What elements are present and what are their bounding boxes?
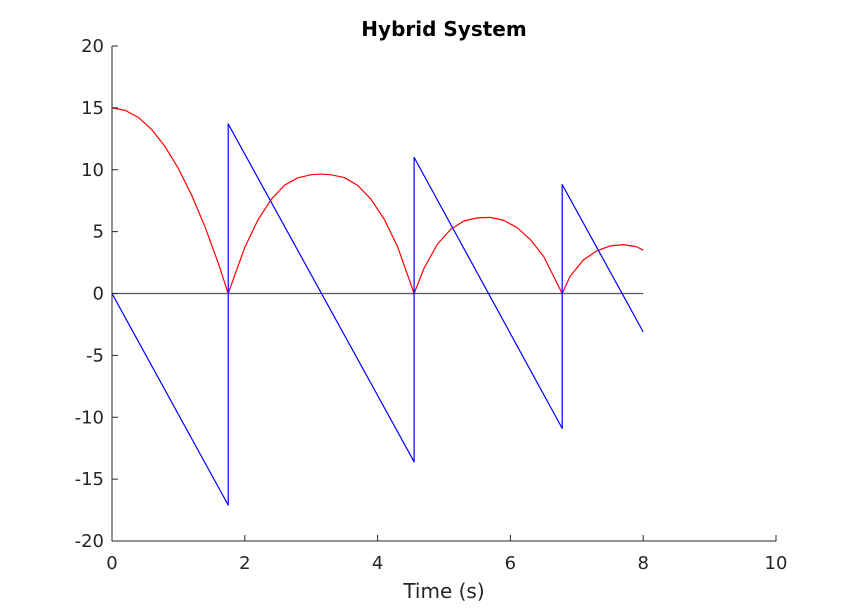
chart-title: Hybrid System — [361, 17, 526, 41]
velocity-series-line — [111, 123, 644, 506]
y-tick-label: 0 — [93, 284, 104, 305]
x-axis-title: Time (s) — [402, 579, 484, 603]
x-tick-label: 6 — [505, 553, 516, 574]
plot-area: 0 2 4 6 8 10 -20 -15 -10 -5 0 5 10 15 20 — [75, 36, 788, 574]
y-tick-label: 10 — [81, 160, 104, 181]
y-tick-label: 5 — [93, 222, 104, 243]
y-tick-label: 15 — [81, 98, 104, 119]
x-tick-label: 0 — [106, 553, 117, 574]
y-tick-label: 20 — [81, 36, 104, 57]
y-tick-label: -15 — [75, 469, 104, 490]
ticks-layer: 0 2 4 6 8 10 -20 -15 -10 -5 0 5 10 15 20 — [75, 36, 788, 574]
y-tick-label: -10 — [75, 407, 104, 428]
x-tick-label: 4 — [372, 553, 383, 574]
y-tick-label: -20 — [75, 531, 104, 552]
x-tick-label: 8 — [637, 553, 648, 574]
y-tick-label: -5 — [86, 345, 104, 366]
x-tick-label: 2 — [239, 553, 250, 574]
position-series-line — [111, 107, 644, 295]
series-layer — [111, 107, 644, 506]
x-tick-label: 10 — [765, 553, 788, 574]
